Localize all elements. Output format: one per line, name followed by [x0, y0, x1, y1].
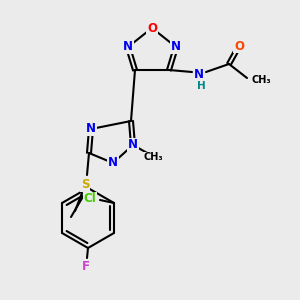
Text: N: N: [171, 40, 181, 53]
Text: N: N: [123, 40, 133, 53]
Text: O: O: [147, 22, 157, 34]
Text: H: H: [196, 81, 206, 91]
Text: F: F: [82, 260, 90, 272]
Text: CH₃: CH₃: [143, 152, 163, 162]
Text: Cl: Cl: [84, 193, 96, 206]
Text: N: N: [194, 68, 204, 80]
Text: N: N: [128, 139, 138, 152]
Text: S: S: [81, 178, 89, 191]
Text: O: O: [234, 40, 244, 52]
Text: N: N: [86, 122, 96, 136]
Text: N: N: [108, 157, 118, 169]
Text: CH₃: CH₃: [252, 75, 272, 85]
